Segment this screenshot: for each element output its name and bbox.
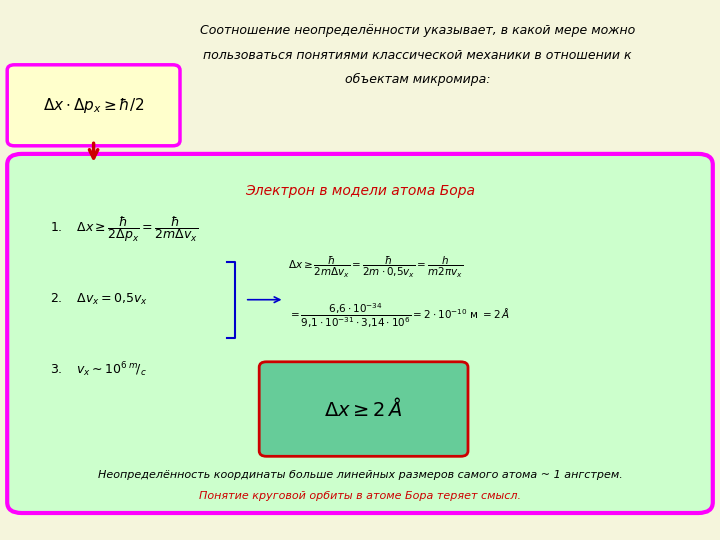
FancyBboxPatch shape [7, 65, 180, 146]
Text: $2.\quad \Delta v_x = 0{,}5v_x$: $2.\quad \Delta v_x = 0{,}5v_x$ [50, 292, 148, 307]
Text: $\Delta x \cdot \Delta p_x \geq \hbar/2$: $\Delta x \cdot \Delta p_x \geq \hbar/2$ [43, 96, 144, 115]
Text: объектам микромира:: объектам микромира: [345, 73, 490, 86]
Text: Соотношение неопределённости указывает, в какой мере можно: Соотношение неопределённости указывает, … [200, 24, 635, 37]
FancyBboxPatch shape [7, 154, 713, 513]
FancyBboxPatch shape [259, 362, 468, 456]
Text: Неопределённость координаты больше линейных размеров самого атома ~ 1 ангстрем.: Неопределённость координаты больше линей… [98, 470, 622, 480]
Text: пользоваться понятиями классической механики в отношении к: пользоваться понятиями классической меха… [203, 49, 632, 62]
Text: $\Delta x \geq \dfrac{\hbar}{2m\Delta v_x} = \dfrac{\hbar}{2m \cdot 0{,}5v_x} = : $\Delta x \geq \dfrac{\hbar}{2m\Delta v_… [288, 255, 463, 280]
Text: Понятие круговой орбиты в атоме Бора теряет смысл.: Понятие круговой орбиты в атоме Бора тер… [199, 491, 521, 501]
Text: $1.\quad \Delta x \geq \dfrac{\hbar}{2\Delta p_x} = \dfrac{\hbar}{2m\Delta v_x}$: $1.\quad \Delta x \geq \dfrac{\hbar}{2\D… [50, 214, 199, 245]
Text: $= \dfrac{6{,}6\cdot10^{-34}}{9{,}1\cdot10^{-31}\cdot3{,}14\cdot10^6} = 2\cdot10: $= \dfrac{6{,}6\cdot10^{-34}}{9{,}1\cdot… [288, 301, 510, 330]
Text: Электрон в модели атома Бора: Электрон в модели атома Бора [245, 184, 475, 198]
Text: $\Delta x \geq 2\,\AA$: $\Delta x \geq 2\,\AA$ [325, 397, 402, 420]
Text: $3.\quad v_x \sim 10^6\,^m\!/_c$: $3.\quad v_x \sim 10^6\,^m\!/_c$ [50, 361, 147, 379]
